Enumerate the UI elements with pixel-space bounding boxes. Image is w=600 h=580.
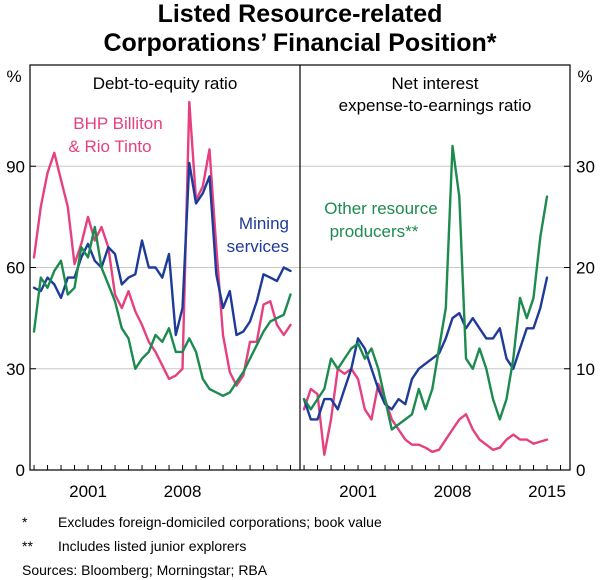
y-tick-label-right: 0 [576, 461, 585, 480]
x-tick-label: 2015 [528, 482, 566, 501]
chart-title-line-2: Corporations’ Financial Position* [103, 29, 497, 57]
x-tick-label: 2001 [69, 482, 107, 501]
series-line-bhp-panel-2 [302, 367, 549, 456]
series-label-mining-services-line-2: services [227, 237, 289, 256]
series-label-other-resource-line-2: producers** [330, 222, 419, 241]
panel-title-right-line-2: expense-to-earnings ratio [339, 96, 532, 115]
series-line-other_resource-panel-2 [302, 144, 549, 431]
footnote-1-text: Excludes foreign-domiciled corporations;… [58, 514, 382, 530]
y-tick-label-left: 0 [16, 461, 25, 480]
x-tick-label: 2008 [434, 482, 472, 501]
series-label-other-resource-line-1: Other resource [324, 199, 437, 218]
series-line-other_resource-panel-1 [32, 225, 292, 397]
series-line-mining_services-panel-2 [302, 276, 549, 421]
y-tick-label-left: 90 [6, 157, 25, 176]
y-tick-label-right: 20 [576, 259, 595, 278]
x-tick-label: 2001 [339, 482, 377, 501]
series-label-bhp-line-2: & Rio Tinto [68, 137, 151, 156]
series-line-bhp-panel-1 [32, 100, 292, 387]
y-tick-label-right: 30 [576, 157, 595, 176]
y-tick-label-right: 10 [576, 360, 595, 379]
y-tick-label-left: 60 [6, 259, 25, 278]
chart-title-line-1: Listed Resource-related [157, 0, 443, 28]
series-label-bhp-line-1: BHP Billiton [73, 114, 162, 133]
x-tick-label: 2008 [164, 482, 202, 501]
footnote-2-text: Includes listed junior explorers [58, 538, 247, 554]
y-tick-label-left: 30 [6, 360, 25, 379]
y-axis-unit-right: % [577, 67, 592, 86]
y-axis-unit-left: % [6, 67, 21, 86]
series-label-mining-services-line-1: Mining [239, 214, 289, 233]
sources-note: Sources: Bloomberg; Morningstar; RBA [22, 562, 268, 578]
panel-title-right-line-1: Net interest [392, 74, 479, 93]
footnote-2-mark: ** [22, 538, 33, 554]
footnote-1-mark: * [22, 514, 28, 530]
panel-title-left: Debt-to-equity ratio [93, 74, 238, 93]
